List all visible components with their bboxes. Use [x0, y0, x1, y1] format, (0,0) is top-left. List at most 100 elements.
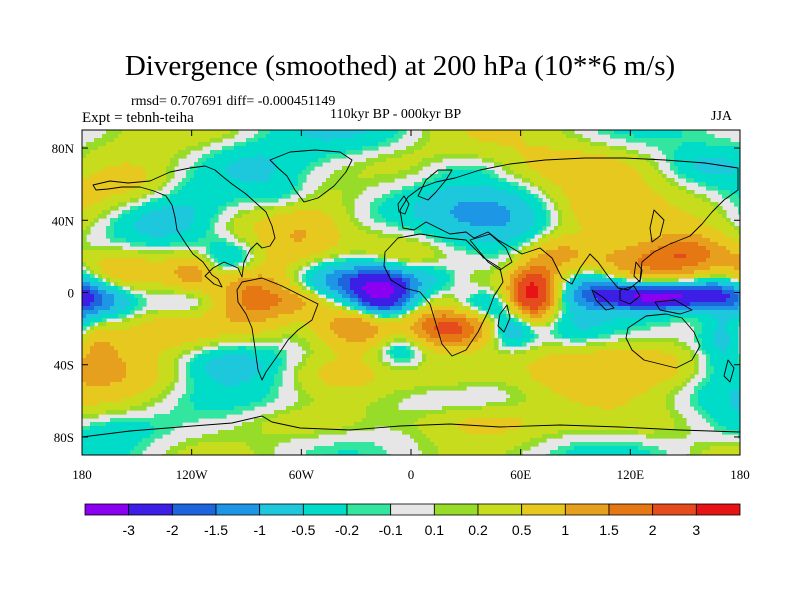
field-cell [506, 218, 511, 223]
field-cell [382, 142, 387, 147]
field-cell [150, 162, 155, 167]
field-cell [90, 210, 95, 215]
field-cell [634, 246, 639, 251]
field-cell [542, 166, 547, 171]
field-cell [422, 222, 427, 227]
field-cell [338, 138, 343, 143]
field-cell [290, 210, 295, 215]
field-cell [246, 186, 251, 191]
field-cell [386, 166, 391, 171]
field-cell [190, 214, 195, 219]
field-cell [250, 214, 255, 219]
field-cell [90, 198, 95, 203]
field-cell [666, 218, 671, 223]
field-cell [426, 266, 431, 271]
field-cell [642, 194, 647, 199]
field-cell [186, 226, 191, 231]
field-cell [266, 226, 271, 231]
field-cell [602, 222, 607, 227]
field-cell [650, 222, 655, 227]
field-cell [318, 238, 323, 243]
field-cell [90, 186, 95, 191]
field-cell [302, 166, 307, 171]
field-cell [414, 206, 419, 211]
field-cell [94, 194, 99, 199]
field-cell [618, 230, 623, 235]
field-cell [278, 170, 283, 175]
field-cell [222, 246, 227, 251]
field-cell [318, 134, 323, 139]
field-cell [318, 234, 323, 239]
field-cell [198, 134, 203, 139]
field-cell [414, 258, 419, 263]
field-cell [562, 170, 567, 175]
field-cell [222, 262, 227, 267]
field-cell [166, 178, 171, 183]
field-cell [174, 238, 179, 243]
field-cell [682, 218, 687, 223]
field-cell [674, 154, 679, 159]
field-cell [578, 150, 583, 155]
field-cell [182, 234, 187, 239]
field-cell [602, 182, 607, 187]
field-cell [502, 146, 507, 151]
field-cell [550, 146, 555, 151]
field-cell [406, 250, 411, 255]
field-cell [182, 238, 187, 243]
field-cell [466, 174, 471, 179]
field-cell [590, 218, 595, 223]
field-cell [446, 142, 451, 147]
field-cell [406, 214, 411, 219]
field-cell [218, 154, 223, 159]
field-cell [118, 142, 123, 147]
field-cell [690, 230, 695, 235]
field-cell [558, 158, 563, 163]
field-cell [706, 154, 711, 159]
field-cell [522, 190, 527, 195]
field-cell [326, 146, 331, 151]
field-cell [362, 146, 367, 151]
field-cell [270, 214, 275, 219]
field-cell [606, 190, 611, 195]
field-cell [698, 198, 703, 203]
field-cell [338, 266, 343, 271]
field-cell [158, 262, 163, 267]
field-cell [178, 154, 183, 159]
field-cell [686, 170, 691, 175]
field-cell [374, 178, 379, 183]
field-cell [374, 202, 379, 207]
field-cell [98, 186, 103, 191]
field-cell [714, 210, 719, 215]
field-cell [274, 138, 279, 143]
field-cell [698, 194, 703, 199]
field-cell [682, 134, 687, 139]
field-cell [394, 262, 399, 267]
field-cell [142, 234, 147, 239]
field-cell [626, 158, 631, 163]
field-cell [506, 138, 511, 143]
field-cell [702, 254, 707, 259]
field-cell [638, 262, 643, 267]
field-cell [466, 234, 471, 239]
field-cell [606, 226, 611, 231]
field-cell [670, 250, 675, 255]
field-cell [722, 234, 727, 239]
field-cell [534, 178, 539, 183]
field-cell [358, 258, 363, 263]
field-cell [494, 162, 499, 167]
field-cell [134, 182, 139, 187]
field-cell [170, 150, 175, 155]
field-cell [490, 254, 495, 259]
field-cell [278, 178, 283, 183]
field-cell [358, 134, 363, 139]
field-cell [714, 150, 719, 155]
field-cell [386, 194, 391, 199]
field-cell [126, 226, 131, 231]
field-cell [630, 178, 635, 183]
field-cell [558, 146, 563, 151]
field-cell [662, 150, 667, 155]
field-cell [262, 226, 267, 231]
field-cell [290, 206, 295, 211]
field-cell [450, 182, 455, 187]
field-cell [586, 226, 591, 231]
